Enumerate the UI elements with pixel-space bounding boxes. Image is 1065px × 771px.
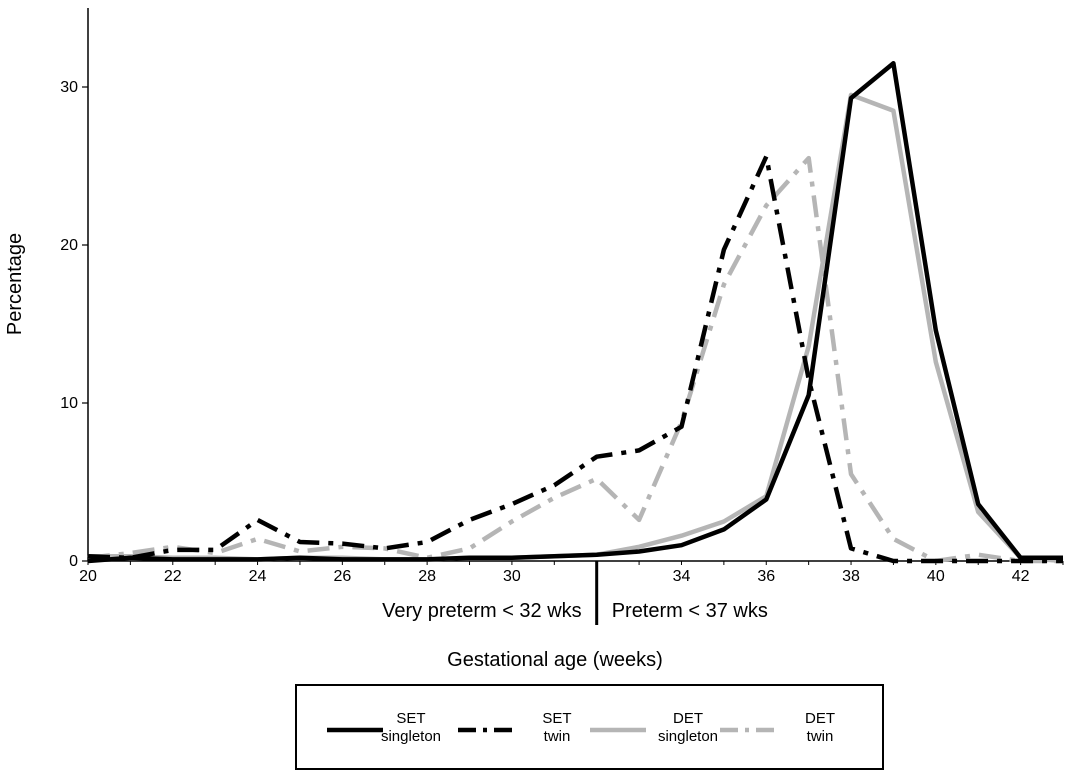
region-label-very-preterm: Very preterm < 32 wks — [382, 600, 582, 622]
axes: 0 10 20 30 20 22 24 26 28 30 34 36 38 40 42 — [60, 8, 1064, 585]
x-tick-label: 22 — [164, 568, 182, 585]
x-tick-label: 20 — [79, 568, 97, 585]
y-tick-label: 30 — [60, 79, 78, 96]
legend-box — [295, 684, 884, 770]
x-tick-label: 34 — [673, 568, 691, 585]
x-tick-label: 28 — [418, 568, 436, 585]
series-line-det-twin — [87, 155, 1063, 564]
legend-label: DET twin — [805, 710, 835, 745]
legend-label: SET twin — [542, 710, 571, 745]
legend-label-line: SET — [396, 710, 425, 727]
legend-label-line: singleton — [381, 728, 441, 745]
x-axis-title: Gestational age (weeks) — [447, 649, 663, 671]
x-tick-label: 26 — [333, 568, 351, 585]
x-tick-label: 38 — [842, 568, 860, 585]
y-tick-label: 20 — [60, 237, 78, 254]
x-tick-label: 42 — [1012, 568, 1030, 585]
series-lines — [87, 61, 1064, 564]
region-label-preterm: Preterm < 37 wks — [612, 600, 768, 622]
legend-label-line: SET — [542, 710, 571, 727]
legend-label-line: DET — [805, 710, 835, 727]
legend-label: SET singleton — [381, 710, 441, 745]
legend-label-line: twin — [544, 728, 571, 745]
x-tick-label: 36 — [757, 568, 775, 585]
series-line-set-singleton — [87, 61, 1063, 564]
x-tick-label: 30 — [503, 568, 521, 585]
legend-label: DET singleton — [658, 710, 718, 745]
x-tick-label: 40 — [927, 568, 945, 585]
legend-label-line: DET — [673, 710, 703, 727]
x-tick-label: 24 — [249, 568, 267, 585]
y-tick-label: 10 — [60, 395, 78, 412]
y-tick-label: 0 — [69, 553, 78, 570]
legend-label-line: singleton — [658, 728, 718, 745]
y-axis-title: Percentage — [4, 233, 26, 335]
region-annotations: Very preterm < 32 wks Preterm < 37 wks — [382, 561, 768, 625]
series-line-det-singleton — [88, 92, 1064, 564]
legend-label-line: twin — [807, 728, 834, 745]
